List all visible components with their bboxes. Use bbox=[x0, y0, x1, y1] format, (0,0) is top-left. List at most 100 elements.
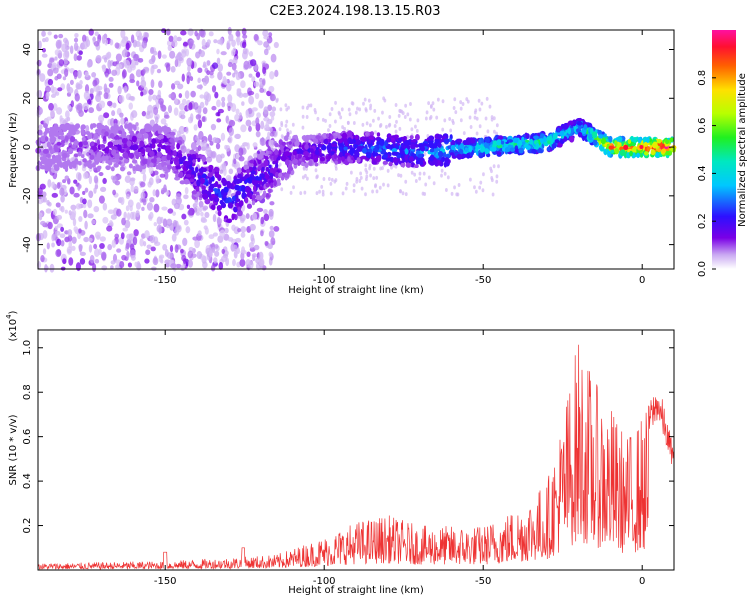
spectrogram-cell bbox=[56, 126, 62, 132]
spectrogram-cell bbox=[507, 139, 514, 143]
spectrogram-cell bbox=[198, 200, 204, 208]
spectrogram-cell bbox=[83, 162, 88, 167]
x-tick-label: -100 bbox=[313, 576, 336, 587]
spectrogram-cell bbox=[246, 142, 250, 150]
spectrogram-cell bbox=[228, 135, 233, 144]
spectrogram-cell bbox=[241, 185, 247, 193]
spectrogram-cell bbox=[410, 127, 414, 132]
spectrogram-cell bbox=[199, 94, 205, 99]
spectrogram-cell bbox=[385, 157, 391, 162]
spectrogram-cell bbox=[117, 126, 122, 131]
spectrogram-cell bbox=[46, 159, 51, 167]
spectrogram-cell bbox=[71, 236, 77, 244]
x-tick-label: 0 bbox=[639, 576, 645, 587]
snr-x-ticks: -150 -100 -50 0 bbox=[154, 330, 645, 587]
spectrogram-cell bbox=[51, 62, 57, 69]
spectrogram-cell bbox=[349, 170, 353, 175]
spectrogram-cell bbox=[229, 202, 233, 209]
spectrogram-cell bbox=[185, 126, 189, 134]
spectrogram-cell bbox=[52, 103, 58, 111]
spectrogram-cell bbox=[468, 115, 472, 120]
spectrogram-cell bbox=[64, 175, 70, 181]
spectrogram-cell bbox=[108, 82, 114, 88]
spectrogram-cell bbox=[291, 159, 298, 164]
spectrogram-cell bbox=[78, 109, 84, 117]
y-tick-label: 0.2 bbox=[22, 518, 33, 534]
spectrogram-cell bbox=[137, 57, 144, 63]
spectrogram-cell bbox=[94, 248, 100, 258]
colorbar-tick-label: 0.6 bbox=[697, 118, 708, 134]
spectrogram-cell bbox=[44, 265, 49, 271]
spectrogram-cell bbox=[473, 185, 476, 190]
spectrogram-cell bbox=[208, 234, 215, 240]
spectrogram-cell bbox=[208, 31, 214, 37]
spectrogram-cell bbox=[148, 88, 154, 96]
spectrogram-cell bbox=[73, 153, 79, 158]
spectrogram-cell bbox=[184, 186, 189, 195]
spectrogram-cell bbox=[46, 153, 51, 159]
spectrogram-cell bbox=[80, 124, 86, 130]
spectrogram-cell bbox=[418, 176, 422, 181]
spectrogram-cell bbox=[167, 208, 174, 214]
spectrogram-cell bbox=[173, 107, 179, 116]
spectrogram-cell bbox=[61, 161, 68, 167]
spectrogram-cell bbox=[459, 142, 464, 150]
spectrogram-cell bbox=[372, 150, 376, 157]
spectrogram-cell bbox=[456, 153, 463, 158]
spectrogram-cell bbox=[82, 141, 89, 146]
spectrogram-cell bbox=[97, 124, 103, 131]
spectrogram-cell bbox=[201, 38, 206, 48]
spectrogram-cell bbox=[443, 171, 447, 176]
spectrogram-cell bbox=[330, 106, 334, 111]
spectrogram-cell bbox=[198, 130, 204, 140]
spectrogram-cell bbox=[374, 130, 377, 135]
spectrogram-cell bbox=[318, 189, 321, 194]
spectrogram-cell bbox=[468, 145, 473, 153]
spectrogram-cell bbox=[255, 71, 261, 78]
spectrogram-cell bbox=[216, 99, 221, 108]
spectrogram-cell bbox=[428, 135, 435, 141]
spectrogram-cell bbox=[114, 124, 119, 129]
spectrogram-cell bbox=[89, 254, 95, 264]
spectrogram-cell bbox=[162, 244, 168, 251]
spectrogram-cell bbox=[84, 84, 90, 94]
spectrogram-cell bbox=[182, 257, 187, 265]
spectrogram-cell bbox=[576, 121, 583, 126]
spectrogram-cell bbox=[141, 148, 146, 154]
snr-ylabel: SNR (10 * v/v) bbox=[8, 414, 19, 485]
spectrogram-cell bbox=[194, 30, 198, 37]
spectrogram-cell bbox=[195, 166, 199, 173]
spectrogram-cell bbox=[242, 47, 248, 55]
spectrogram-cell bbox=[409, 102, 412, 107]
spectrogram-cell bbox=[205, 156, 213, 163]
spectrogram-cell bbox=[235, 190, 242, 196]
spectrogram-cell bbox=[360, 155, 367, 160]
spectrogram-cell bbox=[246, 192, 253, 198]
spectrogram-cell bbox=[115, 53, 123, 62]
spectrogram-cell bbox=[174, 176, 181, 181]
spectrogram-cell bbox=[139, 181, 146, 188]
spectrogram-cell bbox=[97, 114, 105, 123]
spectrogram-cell bbox=[278, 172, 283, 178]
spectrogram-cell bbox=[186, 204, 191, 210]
spectrogram-cell bbox=[154, 116, 159, 124]
spectrogram-cell bbox=[253, 185, 257, 192]
spectrogram-cell bbox=[361, 136, 365, 143]
spectrogram-cell bbox=[363, 97, 367, 102]
spectrogram-cell bbox=[239, 214, 246, 222]
spectrogram-cell bbox=[301, 125, 305, 130]
spectrogram-cell bbox=[312, 138, 319, 144]
spectrogram-cell bbox=[197, 77, 201, 84]
spectrogram-cell bbox=[212, 232, 218, 237]
spectrogram-cell bbox=[563, 123, 569, 130]
spectrogram-cell bbox=[247, 63, 252, 69]
spectrogram-cell bbox=[211, 105, 217, 111]
spectrogram-cell bbox=[142, 68, 146, 75]
spectrogram-cell bbox=[603, 133, 607, 138]
spectrogram-cell bbox=[238, 147, 244, 157]
spectrogram-cell bbox=[103, 112, 110, 119]
spectrogram-cell bbox=[78, 228, 82, 234]
spectrogram-cell bbox=[134, 150, 140, 157]
spectrogram-cell bbox=[461, 153, 467, 159]
spectrogram-cell bbox=[403, 115, 407, 120]
